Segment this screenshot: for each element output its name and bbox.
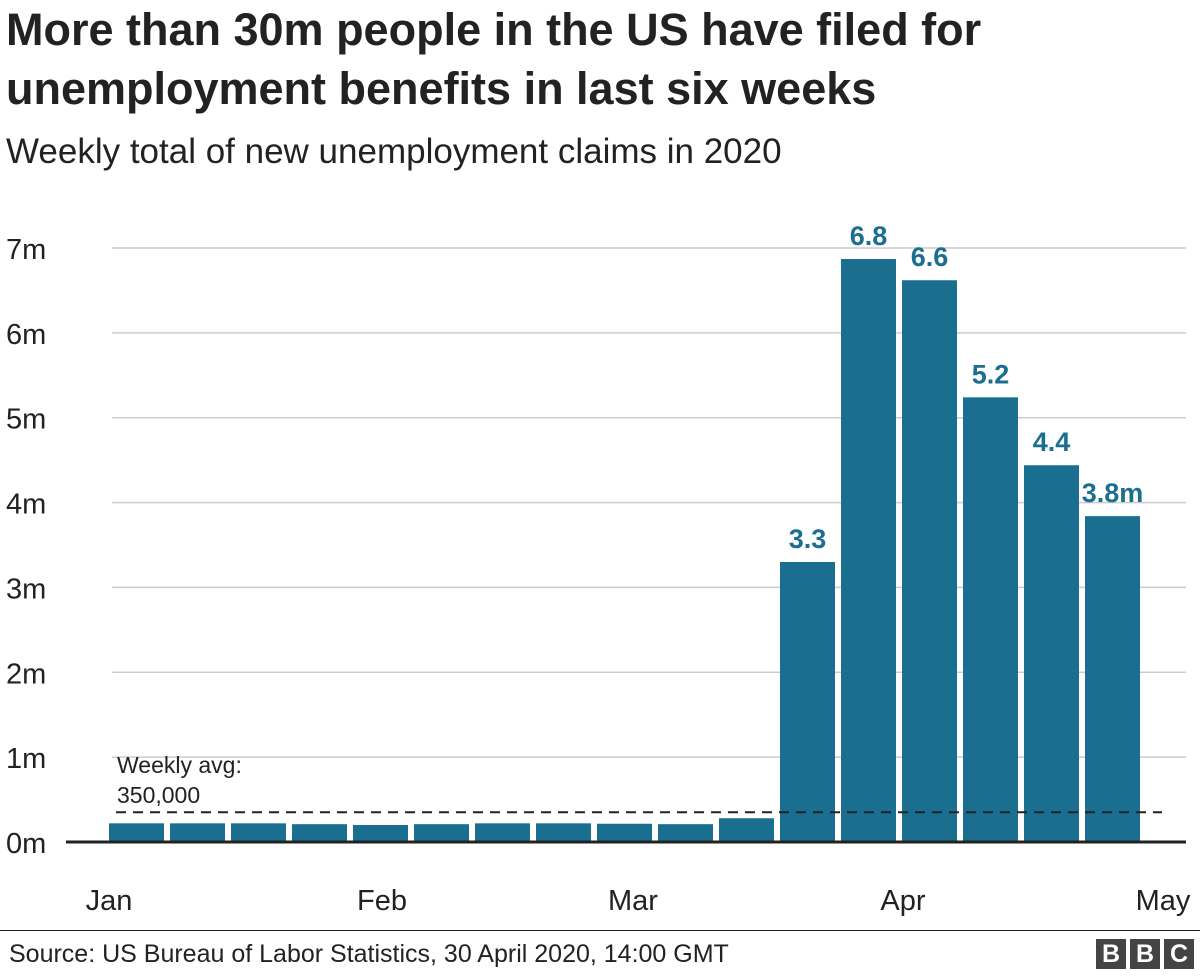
x-tick-label: May [1136,885,1191,917]
bar [963,397,1018,842]
bar [841,259,896,842]
y-tick-label: 2m [6,658,46,690]
bar [719,818,774,842]
bar [1085,516,1140,842]
chart-title: More than 30m people in the US have file… [6,4,982,114]
bbc-logo-letter: B [1130,939,1160,969]
y-tick-label: 6m [6,319,46,351]
y-tick-label: 4m [6,489,46,521]
bar [109,823,164,842]
x-tick-label: Mar [608,885,658,917]
bar [292,824,347,842]
bar [414,824,469,842]
data-label: 5.2 [972,359,1010,389]
bbc-logo: B B C [1096,939,1194,969]
bbc-logo-letter: B [1096,939,1126,969]
data-label: 4.4 [1033,427,1071,457]
bar [597,823,652,842]
y-tick-label: 5m [6,404,46,436]
bar [780,561,835,842]
average-label: Weekly avg: [117,752,242,778]
bar [536,823,591,842]
chart-subtitle: Weekly total of new unemployment claims … [6,132,782,171]
data-label: 3.8m [1082,478,1144,508]
y-tick-label: 7m [6,234,46,266]
bbc-logo-letter: C [1164,939,1194,969]
bar [902,280,957,842]
footer: Source: US Bureau of Labor Statistics, 3… [0,930,1200,976]
bar [170,823,225,842]
x-tick-label: Feb [357,885,407,917]
y-tick-label: 1m [6,743,46,775]
bar [1024,465,1079,842]
bar [658,824,713,842]
data-label: 6.6 [911,242,949,272]
y-tick-label: 3m [6,573,46,605]
bar-chart: 0m 1m 2m 3m 4m 5m 6m 7m 3.3 6.8 6.6 5.2 4.4 3.8m Weekl… [6,221,1191,917]
data-label: 6.8 [850,221,888,251]
x-tick-label: Apr [880,885,925,917]
bar [353,825,408,842]
y-tick-label: 0m [6,828,46,860]
average-label: 350,000 [117,782,200,808]
source-note: Source: US Bureau of Labor Statistics, 3… [9,940,729,968]
bar [475,823,530,842]
data-label: 3.3 [789,524,827,554]
x-tick-label: Jan [86,885,133,917]
bar [231,823,286,842]
